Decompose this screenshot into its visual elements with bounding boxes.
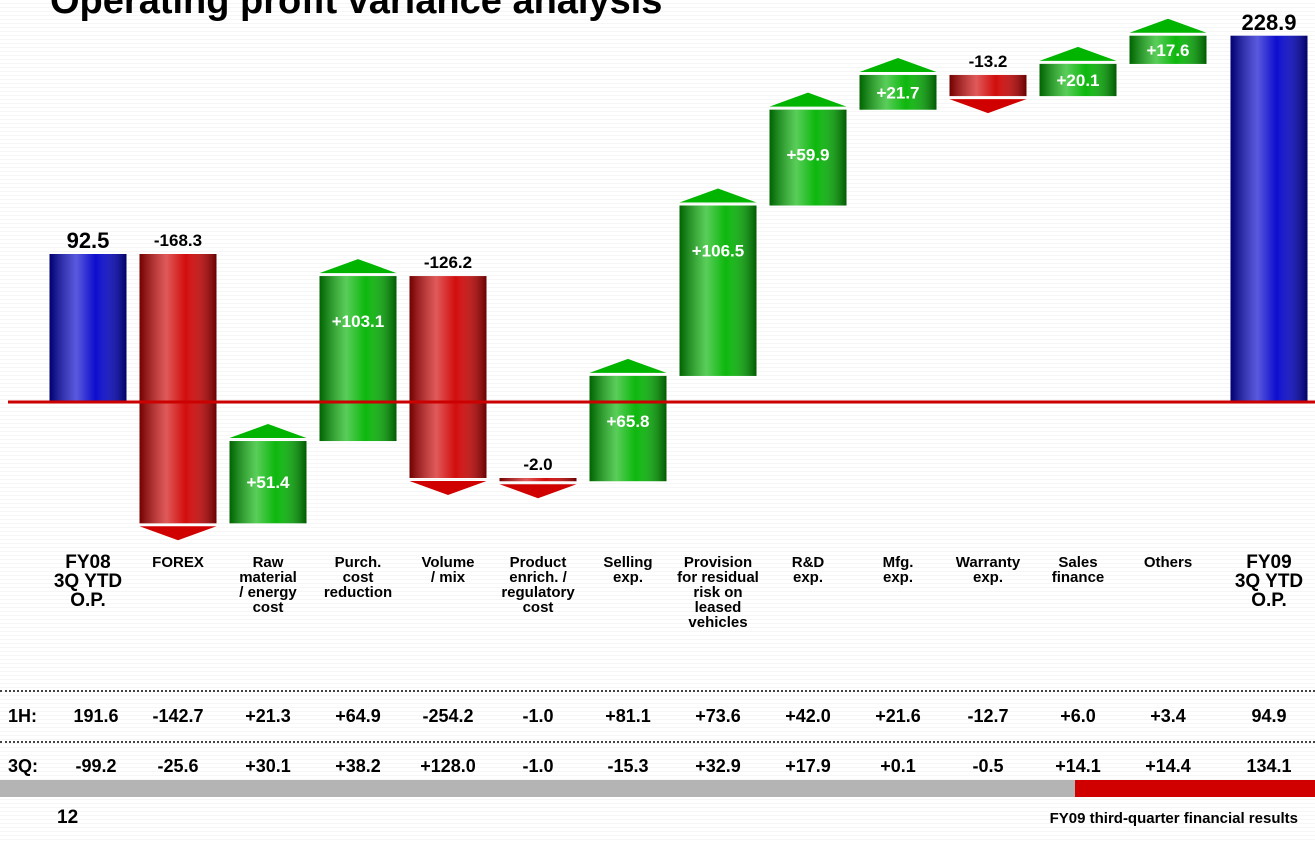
table-cell: 191.6 (73, 706, 119, 726)
table-cell: 94.9 (1251, 706, 1287, 726)
value-label: +59.9 (786, 146, 829, 165)
bar-shade (859, 74, 937, 110)
table-cell: +38.2 (335, 756, 381, 776)
table-cell: +14.1 (1055, 756, 1101, 776)
value-label: -2.0 (523, 455, 552, 474)
value-label: -168.3 (154, 231, 202, 250)
table-cell: -1.0 (522, 706, 554, 726)
arrow-head (679, 188, 757, 203)
bar-shade (139, 254, 217, 524)
bar-shade (1129, 35, 1207, 64)
bar-shade (319, 276, 397, 442)
bar-shade (409, 276, 487, 478)
row-label: 3Q: (8, 756, 39, 776)
bar-shade (1230, 35, 1308, 402)
value-label: -13.2 (969, 52, 1008, 71)
table-cell: -1.0 (522, 756, 554, 776)
bar-shade (679, 205, 757, 376)
bar-shade (769, 109, 847, 206)
page-number: 12 (57, 807, 79, 828)
arrow-head (589, 358, 667, 373)
table-cell: -254.2 (422, 706, 474, 726)
bar-shade (229, 441, 307, 524)
table-cell: +73.6 (695, 706, 741, 726)
category-label: Purch. cost reduction (323, 554, 393, 601)
table-cell: +21.3 (245, 706, 291, 726)
arrow-head (409, 481, 487, 495)
bar-shade (499, 478, 577, 482)
value-label: +17.6 (1146, 41, 1189, 60)
bar-shade (49, 254, 127, 402)
bar-shade (1039, 63, 1117, 97)
bar-shade (589, 375, 667, 482)
table-cell: +6.0 (1060, 706, 1096, 726)
table-cell: +42.0 (785, 706, 831, 726)
table-cell: +64.9 (335, 706, 381, 726)
bar-shade (949, 74, 1027, 97)
category-label: Sales finance (1051, 554, 1105, 586)
value-label: -126.2 (424, 253, 472, 272)
value-label: +51.4 (246, 473, 290, 492)
category-label: Product enrich. / regulatory cost (501, 554, 575, 616)
row-label: 1H: (8, 706, 38, 726)
footer-text: FY09 third-quarter financial results (1049, 810, 1298, 827)
table-cell: -15.3 (607, 756, 649, 776)
value-label: +103.1 (332, 312, 384, 331)
footer-band (0, 780, 1075, 797)
arrow-head (319, 259, 397, 274)
table-cell: +32.9 (695, 756, 741, 776)
table-cell: +3.4 (1150, 706, 1186, 726)
table-cell: +0.1 (880, 756, 916, 776)
category-label: Provision for residual risk on leased ve… (677, 554, 759, 631)
category-label: FY09 3Q YTD O.P. (1234, 552, 1304, 611)
value-label: +20.1 (1056, 71, 1099, 90)
category-label: Mfg. exp. (882, 554, 914, 586)
table-cell: +30.1 (245, 756, 291, 776)
category-label: Others (1143, 554, 1193, 571)
table-cell: -142.7 (152, 706, 204, 726)
arrow-head (1129, 18, 1207, 33)
category-label: FY08 3Q YTD O.P. (53, 552, 123, 611)
category-label: Raw material / energy cost (239, 554, 297, 616)
table-cell: -99.2 (75, 756, 117, 776)
arrow-head (499, 484, 577, 499)
arrow-head (229, 424, 307, 439)
value-label: 228.9 (1241, 10, 1296, 35)
value-label: +106.5 (692, 242, 744, 261)
arrow-head (859, 57, 937, 72)
category-label: R&D exp. (791, 554, 825, 586)
table-cell: -25.6 (157, 756, 199, 776)
table-cell: +14.4 (1145, 756, 1191, 776)
value-label: 92.5 (67, 228, 110, 253)
slide-title: Operating profit variance analysis (50, 0, 663, 22)
footer-accent (1075, 780, 1315, 797)
row-divider (0, 741, 1315, 743)
table-cell: +128.0 (420, 756, 476, 776)
value-label: +21.7 (876, 83, 919, 102)
category-label: Volume / mix (421, 554, 475, 586)
arrow-head (139, 526, 217, 541)
arrow-head (949, 99, 1027, 114)
category-label: FOREX (152, 554, 204, 571)
category-label: Warranty exp. (955, 554, 1021, 586)
category-label: Selling exp. (603, 554, 653, 586)
value-label: +65.8 (606, 412, 649, 431)
table-cell: -12.7 (967, 706, 1009, 726)
table-cell: 134.1 (1246, 756, 1292, 776)
table-cell: +81.1 (605, 706, 651, 726)
table-cell: -0.5 (972, 756, 1004, 776)
table-cell: +21.6 (875, 706, 921, 726)
table-cell: +17.9 (785, 756, 831, 776)
row-divider (0, 690, 1315, 692)
arrow-head (769, 92, 847, 107)
arrow-head (1039, 46, 1117, 61)
